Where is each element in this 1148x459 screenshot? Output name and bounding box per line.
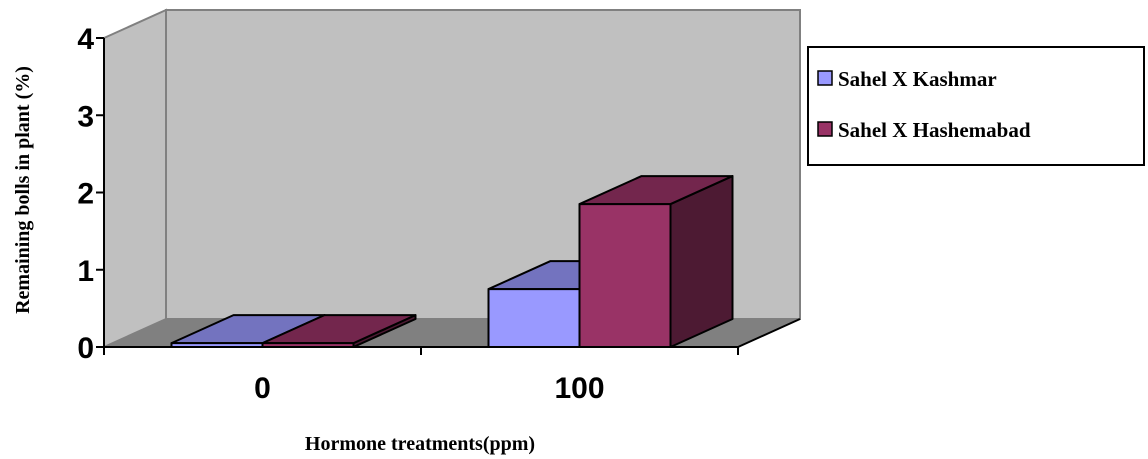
- y-tick-label: 1: [77, 255, 94, 288]
- y-tick-label: 4: [77, 23, 94, 56]
- x-tick-label: 100: [554, 372, 604, 405]
- y-tick-label: 0: [77, 332, 94, 365]
- y-axis-title: Remaining bolls in plant (%): [12, 66, 34, 314]
- legend-item: Sahel X Kashmar: [817, 67, 997, 91]
- legend-box: [807, 46, 1145, 166]
- legend-label: Sahel X Kashmar: [838, 67, 997, 91]
- legend-swatch: [817, 70, 833, 86]
- bar-front-face: [487, 288, 581, 348]
- x-axis-title: Hormone treatments(ppm): [305, 433, 535, 455]
- legend-swatch: [817, 121, 833, 137]
- floor-front-edge: [737, 318, 801, 348]
- bar: [578, 175, 734, 348]
- chart-side-wall: [103, 8, 167, 349]
- legend: Sahel X Kashmar Sahel X Hashemabad: [807, 46, 1145, 166]
- x-tick-label: 0: [254, 372, 271, 405]
- bar-side-face: [669, 175, 734, 348]
- legend-item: Sahel X Hashemabad: [817, 118, 1031, 142]
- y-tick-label: 3: [77, 100, 94, 133]
- bar-front-face: [578, 203, 672, 348]
- y-tick-label: 2: [77, 178, 94, 211]
- legend-label: Sahel X Hashemabad: [838, 118, 1031, 142]
